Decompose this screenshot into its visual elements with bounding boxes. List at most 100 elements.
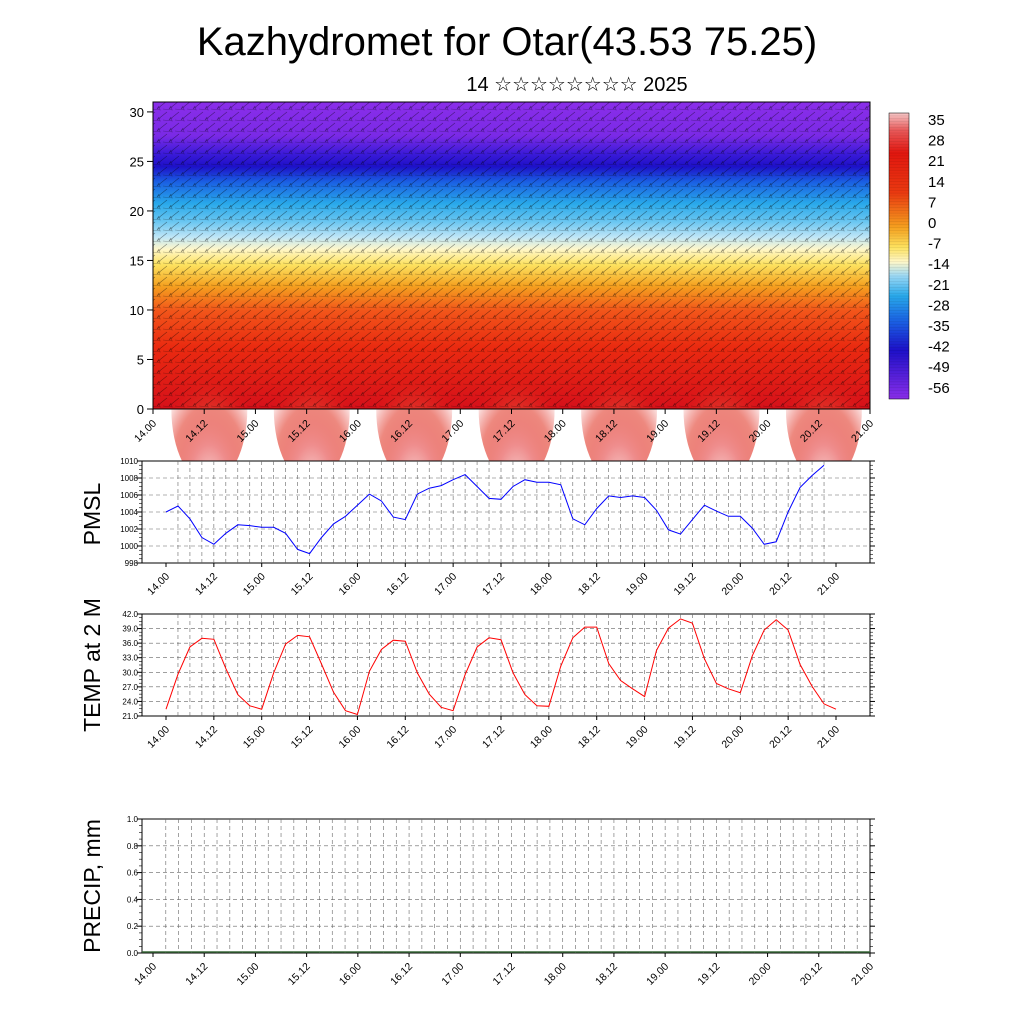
pmsl-panel: 998 1000 1002 1004 1006 1008 1010 14.00 14.12 15.… [79,457,875,598]
plot-frame [141,613,871,717]
wind-barbs [153,102,870,409]
y-tick-label: 36.0 [122,639,138,648]
y-tick-label: 27.0 [122,683,138,692]
y-tick-label: 10 [130,303,144,318]
x-tick-label: 15.12 [289,571,316,598]
x-tick-label: 15.12 [289,724,316,751]
y-tick-label: 20 [130,204,144,219]
colorbar-label: -49 [928,359,950,376]
colorbar-label: 28 [928,133,945,150]
x-tick-label: 20.00 [719,724,746,751]
x-tick-label: 14.12 [193,571,220,598]
colorbar-label: -7 [928,236,941,253]
x-tick-label: 19.12 [695,961,722,988]
y-tick-label: 24.0 [122,697,138,706]
x-tick-label: 17.12 [480,571,507,598]
y-tick-label: 39.0 [122,625,138,634]
x-tick-label: 20.12 [798,961,825,988]
y-tick-label: 0 [137,402,144,417]
y-tick-label: 0.2 [127,922,139,931]
x-tick-label: 16.12 [384,571,411,598]
x-tick-label: 19.00 [644,961,671,988]
y-tick-label: 1004 [120,508,138,517]
x-tick-label: 15.00 [241,571,268,598]
y-tick-label: 0.4 [127,895,139,904]
x-tick-label: 17.00 [432,724,459,751]
colorbar-label: -56 [928,380,950,397]
plot-frame [141,818,871,954]
y-tick-label: 1010 [120,457,138,466]
colorbar-label: -14 [928,256,950,273]
x-tick-label: 14.00 [132,418,159,445]
x-tick-label: 17.00 [439,961,466,988]
chart-subtitle: 14 ☆☆☆☆☆☆☆☆ 2025 [466,74,687,96]
y-tick-label: 21.0 [122,712,138,721]
x-tick-label: 17.12 [491,961,518,988]
y-tick-label: 0.6 [127,869,139,878]
y-tick-label: 15 [130,253,144,268]
x-tick-label: 16.12 [388,961,415,988]
y-tick-label: 0.8 [127,842,139,851]
y-tick-label: 25 [130,154,144,169]
x-tick-label: 15.00 [234,961,261,988]
x-tick-label: 20.00 [747,961,774,988]
colorbar-label: 0 [928,215,936,232]
x-tick-label: 21.00 [815,724,842,751]
x-tick-label: 16.00 [337,961,364,988]
x-tick-label: 16.00 [336,571,363,598]
x-tick-label: 14.12 [183,961,210,988]
series-line [165,618,837,716]
x-tick-label: 17.12 [480,724,507,751]
y-tick-label: 30 [130,105,144,120]
y-tick-label: 30.0 [122,668,138,677]
y-tick-label: 1008 [120,474,138,483]
y-tick-label: 42.0 [122,610,138,619]
chart-title: Kazhydromet for Otar(43.53 75.25) [197,20,817,64]
colorbar-label: -21 [928,277,950,294]
precip-panel: 0.0 0.2 0.4 0.6 0.8 1.0 14.00 14.12 15.00 15.12 16… [79,815,876,988]
colorbar-label: -35 [928,318,950,335]
x-tick-label: 16.12 [384,724,411,751]
x-tick-label: 18.00 [542,961,569,988]
x-tick-label: 14.12 [193,724,220,751]
x-tick-label: 16.00 [336,724,363,751]
colorbar-label: 21 [928,153,945,170]
colorbar: 35 28 21 14 7 0 -7 -14 -21 -28 -35 -42 -49 -56 [888,112,950,400]
x-tick-label: 15.12 [286,961,313,988]
y-axis-label: PRECIP, mm [79,819,105,953]
x-tick-label: 14.00 [132,961,159,988]
colorbar-label: 35 [928,112,945,129]
colorbar-label: -42 [928,339,950,356]
x-tick-label: 20.00 [719,571,746,598]
colorbar-label: -28 [928,297,950,314]
x-tick-label: 18.00 [528,571,555,598]
y-tick-label: 998 [125,559,139,568]
y-tick-label: 1006 [120,491,138,500]
x-tick-label: 19.00 [624,724,651,751]
y-tick-label: 1000 [120,542,138,551]
x-tick-label: 18.00 [528,724,555,751]
y-tick-label: 1.0 [127,815,139,824]
y-tick-label: 0.0 [127,949,139,958]
x-tick-label: 15.00 [241,724,268,751]
x-tick-label: 19.12 [671,571,698,598]
y-tick-label: 33.0 [122,654,138,663]
x-tick-label: 18.12 [576,571,603,598]
temp-panel: 21.0 24.0 27.0 30.0 33.0 36.0 39.0 42.0 14.00 14.… [79,598,875,751]
x-tick-label: 18.12 [593,961,620,988]
x-tick-label: 19.12 [671,724,698,751]
colorbar-frame [888,112,910,400]
y-axis-label: PMSL [79,482,105,545]
colorbar-ramp [889,113,909,399]
y-tick-label: 5 [137,352,144,367]
x-tick-label: 20.12 [767,571,794,598]
colorbar-label: 14 [928,174,945,191]
series-line [165,464,825,555]
x-tick-label: 20.12 [767,724,794,751]
x-tick-label: 18.12 [576,724,603,751]
colorbar-label: 7 [928,194,936,211]
x-tick-label: 19.00 [624,571,651,598]
